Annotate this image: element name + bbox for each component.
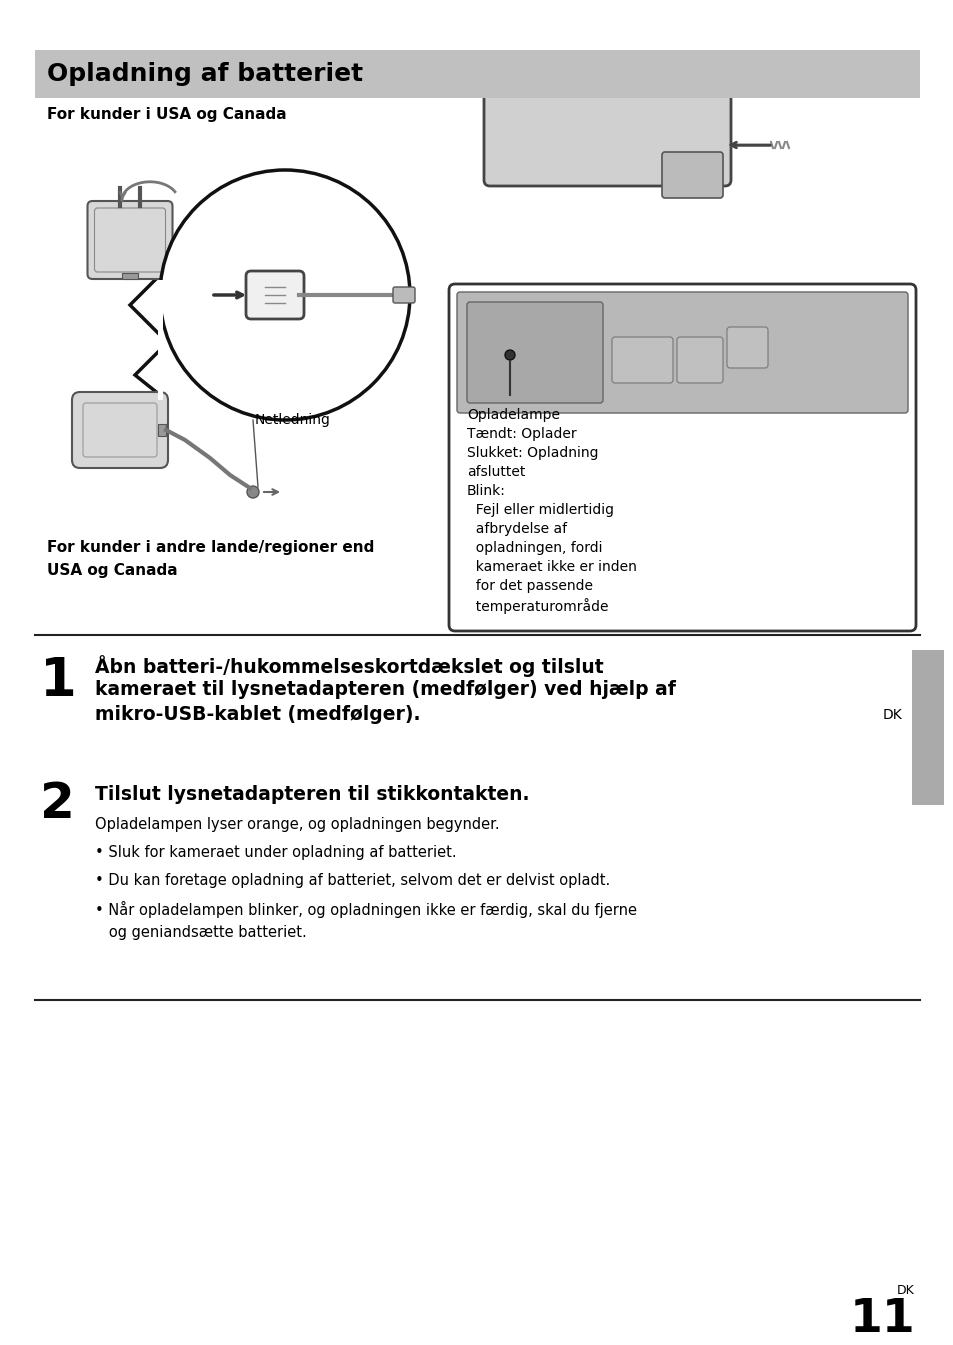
Text: Tændt: Oplader: Tændt: Oplader	[467, 426, 576, 441]
Text: Opladelampen lyser orange, og opladningen begynder.: Opladelampen lyser orange, og opladninge…	[95, 816, 499, 833]
Text: • Når opladelampen blinker, og opladningen ikke er færdig, skal du fjerne: • Når opladelampen blinker, og opladning…	[95, 901, 637, 919]
Text: opladningen, fordi: opladningen, fordi	[467, 541, 602, 555]
Text: For kunder i USA og Canada: For kunder i USA og Canada	[47, 108, 286, 122]
FancyBboxPatch shape	[456, 292, 907, 413]
FancyBboxPatch shape	[246, 270, 304, 319]
Circle shape	[247, 486, 258, 498]
FancyBboxPatch shape	[612, 338, 672, 383]
Text: Tilslut lysnetadapteren til stikkontakten.: Tilslut lysnetadapteren til stikkontakte…	[95, 785, 529, 804]
Text: Slukket: Opladning: Slukket: Opladning	[467, 447, 598, 460]
Polygon shape	[158, 346, 163, 399]
Text: DK: DK	[897, 1283, 914, 1297]
Text: USA og Canada: USA og Canada	[47, 564, 177, 578]
Text: Opladelampe: Opladelampe	[467, 408, 559, 422]
Text: Åbn batteri-/hukommelseskortdækslet og tilslut: Åbn batteri-/hukommelseskortdækslet og t…	[95, 655, 603, 677]
Text: Fejl eller midlertidig: Fejl eller midlertidig	[467, 503, 614, 516]
Bar	[911, 650, 943, 806]
Polygon shape	[158, 280, 163, 340]
Polygon shape	[130, 274, 160, 335]
Bar	[35, 50, 919, 98]
Text: Opladning af batteriet: Opladning af batteriet	[47, 62, 363, 86]
Text: 11: 11	[848, 1298, 914, 1342]
FancyBboxPatch shape	[158, 424, 166, 436]
Text: afsluttet: afsluttet	[467, 465, 525, 479]
Text: For kunder i andre lande/regioner end: For kunder i andre lande/regioner end	[47, 539, 374, 555]
Text: DK: DK	[882, 707, 901, 722]
Text: • Du kan foretage opladning af batteriet, selvom det er delvist opladt.: • Du kan foretage opladning af batteriet…	[95, 873, 610, 888]
Text: 1: 1	[40, 655, 76, 707]
FancyBboxPatch shape	[726, 327, 767, 369]
Text: for det passende: for det passende	[467, 578, 593, 593]
FancyBboxPatch shape	[393, 286, 415, 303]
FancyBboxPatch shape	[677, 338, 722, 383]
FancyBboxPatch shape	[467, 303, 602, 404]
FancyBboxPatch shape	[449, 284, 915, 631]
Text: Netledning: Netledning	[254, 413, 331, 426]
Text: kameraet ikke er inden: kameraet ikke er inden	[467, 560, 637, 574]
FancyBboxPatch shape	[122, 273, 138, 278]
FancyBboxPatch shape	[492, 52, 722, 87]
Text: • Sluk for kameraet under opladning af batteriet.: • Sluk for kameraet under opladning af b…	[95, 845, 456, 859]
FancyBboxPatch shape	[483, 54, 730, 186]
Text: 2: 2	[40, 780, 74, 829]
Text: og geniandsætte batteriet.: og geniandsætte batteriet.	[95, 925, 307, 940]
Text: afbrydelse af: afbrydelse af	[467, 522, 566, 537]
Text: Blink:: Blink:	[467, 484, 505, 498]
Text: mikro-USB-kablet (medfølger).: mikro-USB-kablet (medfølger).	[95, 705, 420, 724]
Circle shape	[160, 169, 410, 420]
FancyBboxPatch shape	[88, 200, 172, 278]
Text: kameraet til lysnetadapteren (medfølger) ved hjælp af: kameraet til lysnetadapteren (medfølger)…	[95, 681, 675, 699]
Polygon shape	[135, 350, 160, 395]
FancyBboxPatch shape	[661, 152, 722, 198]
FancyBboxPatch shape	[71, 391, 168, 468]
Text: temperaturområde: temperaturområde	[467, 599, 608, 613]
Circle shape	[504, 350, 515, 360]
